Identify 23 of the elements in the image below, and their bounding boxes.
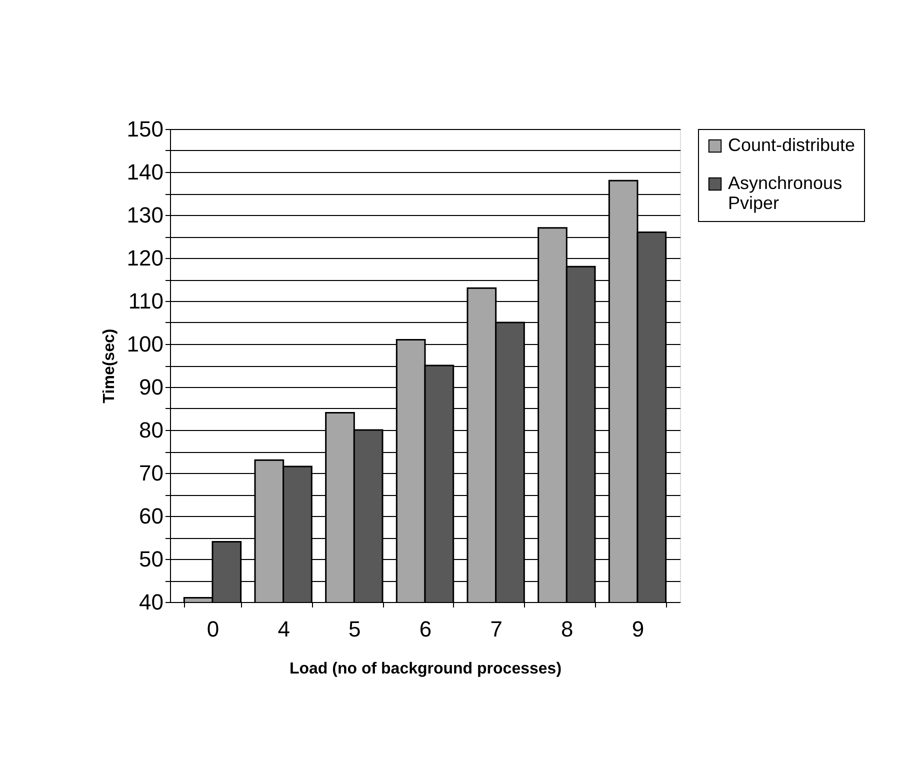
y-tick-label: 110 [128,288,164,314]
y-tick-label: 80 [139,418,164,442]
x-axis-title: Load (no of background processes) [289,660,562,678]
legend-label: Asynchronous Pviper [728,173,842,213]
y-tick-label: 120 [126,246,164,270]
y-tick-label: 60 [139,504,164,528]
y-tick-label: 70 [139,460,164,486]
x-tick-label: 9 [632,616,644,642]
y-tick-label: 50 [139,546,164,572]
y-tick-label: 150 [126,116,164,142]
y-tick-label: 130 [126,202,164,228]
legend-label: Count-distribute [728,135,856,155]
y-tick-label: 90 [139,374,164,400]
y-tick-label: 40 [139,590,164,614]
y-tick-label: 140 [126,160,164,184]
x-tick-label: 8 [561,616,574,642]
x-tick-label: 0 [206,616,220,642]
x-tick-label: 7 [490,616,502,642]
x-tick-label: 4 [278,616,290,642]
y-axis-title: Time(sec) [100,328,118,404]
x-tick-label: 6 [419,616,432,642]
y-tick-label: 100 [126,332,164,356]
x-tick-label: 5 [348,616,361,642]
